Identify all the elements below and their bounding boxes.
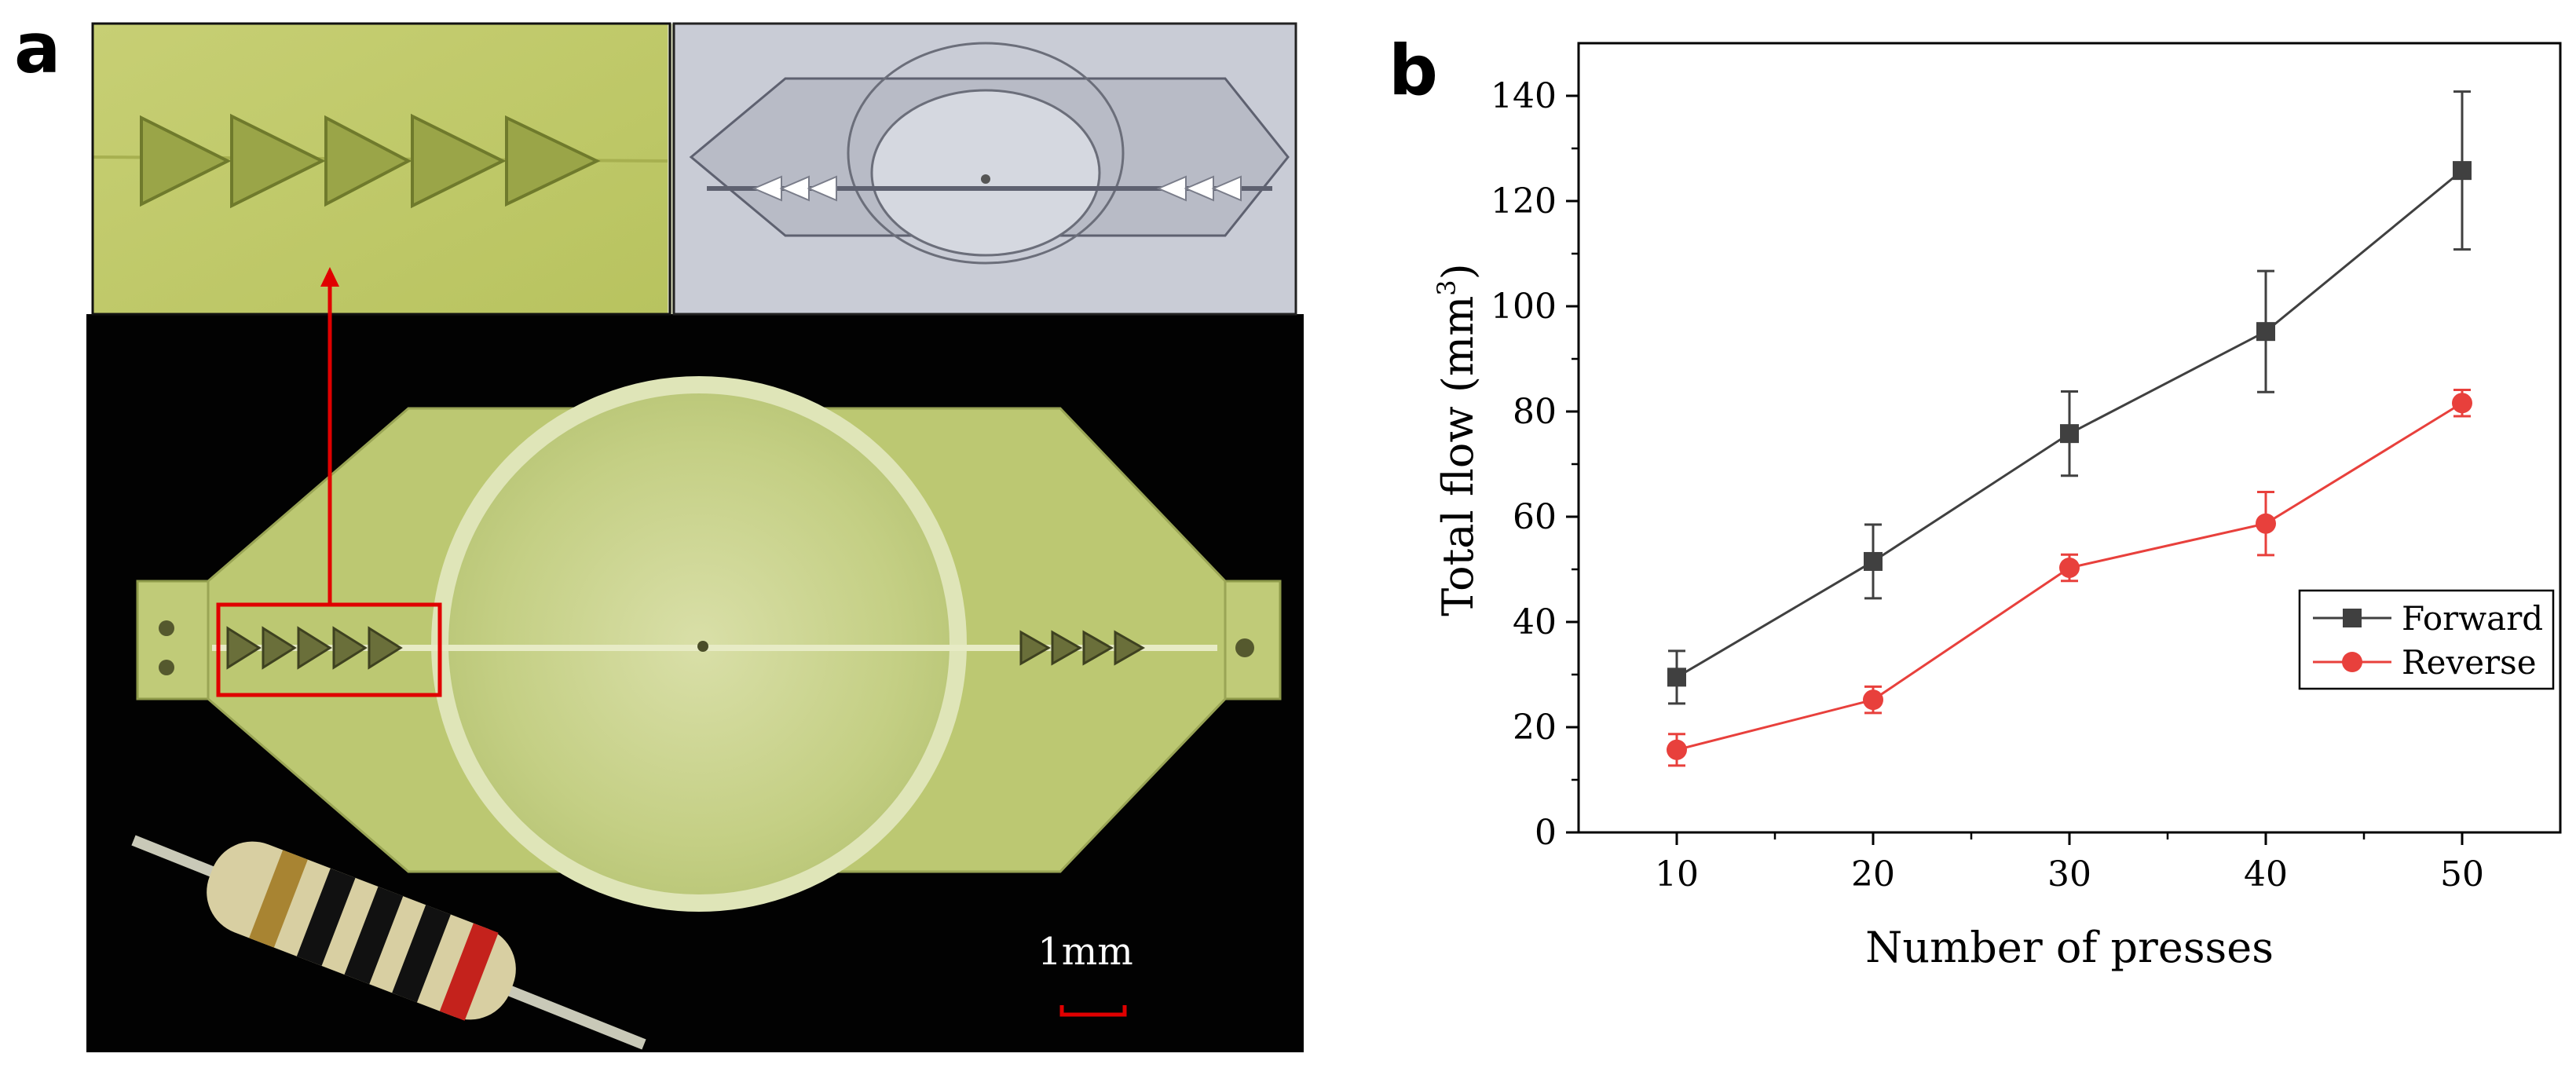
scale-bar bbox=[1059, 1005, 1127, 1017]
x-axis: 10 20 30 40 50 bbox=[1655, 832, 2484, 894]
x-axis-label: Number of presses bbox=[1865, 923, 2274, 972]
panel-a-label: a bbox=[14, 8, 61, 89]
data-point-reverse bbox=[1667, 739, 1687, 760]
legend-label-forward: Forward bbox=[2402, 599, 2543, 638]
x-tick-label: 30 bbox=[2047, 854, 2091, 894]
data-point-reverse bbox=[2059, 557, 2080, 578]
y-tick-label: 120 bbox=[1491, 181, 1557, 221]
x-tick-label: 20 bbox=[1851, 854, 1895, 894]
y-axis-label: Total flow (mm3) bbox=[1432, 263, 1483, 616]
legend: Forward Reverse bbox=[2298, 589, 2555, 690]
y-tick-label: 140 bbox=[1491, 76, 1557, 116]
flow-chart: 0 20 40 60 80 100 120 140 10 20 30 40 50 Number of … bbox=[1432, 42, 2562, 972]
panel-a-figure: 1mm bbox=[86, 22, 1304, 1052]
y-tick-label: 40 bbox=[1513, 602, 1557, 642]
inset-valve-photo bbox=[91, 22, 675, 316]
y-axis: 0 20 40 60 80 100 120 140 bbox=[1491, 76, 1579, 853]
arrowhead bbox=[320, 267, 339, 287]
data-point-forward bbox=[2453, 161, 2472, 181]
y-tick-label: 0 bbox=[1535, 813, 1557, 853]
series-layer bbox=[1667, 90, 2472, 767]
scale-bar-label: 1mm bbox=[1037, 930, 1133, 974]
legend-marker-reverse bbox=[2342, 652, 2362, 672]
data-point-forward bbox=[1864, 551, 1883, 571]
x-tick-label: 50 bbox=[2440, 854, 2484, 894]
x-tick-label: 40 bbox=[2244, 854, 2288, 894]
x-tick-label: 10 bbox=[1655, 854, 1699, 894]
resistor-photo bbox=[131, 835, 646, 1050]
data-point-reverse bbox=[1863, 689, 1883, 711]
data-point-forward bbox=[1667, 668, 1686, 687]
data-point-reverse bbox=[2256, 513, 2276, 534]
data-point-forward bbox=[2060, 424, 2079, 444]
legend-box bbox=[2298, 589, 2555, 690]
y-tick-label: 100 bbox=[1491, 287, 1557, 327]
data-point-reverse bbox=[2452, 393, 2472, 414]
panel-b-label: b bbox=[1389, 30, 1438, 111]
y-tick-label: 20 bbox=[1513, 708, 1557, 748]
y-tick-label: 80 bbox=[1513, 392, 1557, 432]
device-photo bbox=[136, 376, 1282, 912]
y-tick-label: 60 bbox=[1513, 497, 1557, 537]
inset-cad-drawing bbox=[672, 22, 1297, 316]
data-point-forward bbox=[2256, 322, 2275, 342]
legend-marker-forward bbox=[2343, 609, 2362, 627]
legend-label-reverse: Reverse bbox=[2402, 643, 2537, 682]
